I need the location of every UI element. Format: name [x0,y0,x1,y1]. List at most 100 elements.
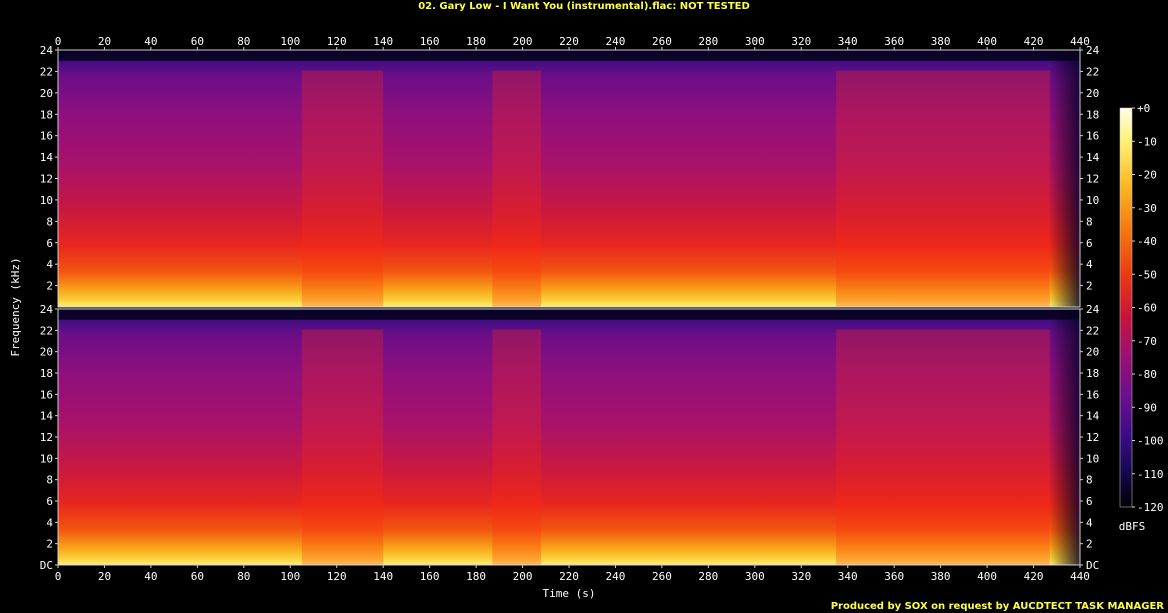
x-tick-label: 420 [1024,570,1044,583]
colorbar-tick-label: -40 [1137,235,1157,248]
x-tick-label: 420 [1024,35,1044,48]
y-tick-label: 2 [1086,280,1093,293]
y-tick-label: 10 [40,452,53,465]
y-tick-label: 12 [40,431,53,444]
x-tick-label: 220 [559,570,579,583]
colorbar-label: dBFS [1119,520,1146,533]
y-tick-label: 6 [46,237,53,250]
y-tick-label: 16 [1086,388,1099,401]
colorbar-tick-label: +0 [1137,102,1150,115]
loud-section-2-1 [301,329,384,565]
x-tick-label: 20 [98,570,111,583]
x-tick-label: 320 [791,570,811,583]
y-tick-label: 24 [40,303,54,316]
y-tick-label: DC [1086,559,1099,572]
x-tick-label: 0 [55,35,62,48]
x-tick-label: 300 [745,35,765,48]
x-tick-label: 340 [838,35,858,48]
x-tick-label: 240 [606,35,626,48]
x-tick-label: 200 [513,35,533,48]
y-tick-label: 2 [46,538,53,551]
x-tick-label: 320 [791,35,811,48]
x-tick-label: 180 [466,35,486,48]
x-tick-label: 40 [144,35,157,48]
colorbar-tick-label: -120 [1137,501,1164,514]
y-tick-label: 8 [46,215,53,228]
loud-section-1-3 [492,70,542,307]
loud-section-1-5 [836,70,1050,307]
y-tick-label: 14 [40,410,54,423]
x-tick-label: 120 [327,35,347,48]
y-tick-label: 20 [40,87,53,100]
y-tick-label: 24 [40,44,54,57]
chart-title: 02. Gary Low - I Want You (instrumental)… [418,1,750,12]
x-tick-label: 400 [977,570,997,583]
y-tick-label: 22 [1086,324,1099,337]
y-tick-label: 16 [40,388,53,401]
footer-credit: Produced by SOX on request by AUCDTECT T… [830,601,1164,612]
x-tick-label: 160 [420,35,440,48]
x-tick-label: 20 [98,35,111,48]
spectrogram-channel-2 [58,309,1080,565]
x-tick-label: 260 [652,35,672,48]
loud-section-2-3 [492,329,542,565]
y-tick-label: 18 [40,367,53,380]
y-tick-label: 12 [1086,173,1099,186]
y-tick-label: DC [40,559,53,572]
x-tick-label: 60 [191,570,204,583]
y-tick-label: 8 [1086,474,1093,487]
colorbar-tick-label: -90 [1137,401,1157,414]
loud-section-1-1 [301,70,384,307]
colorbar-tick-label: -100 [1137,435,1164,448]
x-tick-label: 380 [931,35,951,48]
y-tick-label: 16 [40,130,53,143]
y-tick-label: 20 [1086,346,1099,359]
y-axis-label: Frequency (kHz) [9,257,22,356]
colorbar-tick-label: -70 [1137,335,1157,348]
x-tick-label: 60 [191,35,204,48]
x-tick-label: 140 [373,570,393,583]
y-tick-label: 8 [46,474,53,487]
y-tick-label: 22 [40,324,53,337]
y-tick-label: 24 [1086,44,1100,57]
y-tick-label: 18 [1086,367,1099,380]
colorbar-tick-label: -10 [1137,135,1157,148]
y-tick-label: 10 [1086,452,1099,465]
y-tick-label: 14 [40,151,54,164]
x-tick-label: 360 [884,35,904,48]
y-tick-label: 4 [1086,516,1093,529]
x-tick-label: 300 [745,570,765,583]
x-tick-label: 280 [698,570,718,583]
x-tick-label: 40 [144,570,157,583]
colorbar [1119,107,1133,508]
x-tick-label: 100 [280,35,300,48]
high-cutoff-band-1 [58,50,1080,61]
y-tick-label: 18 [40,108,53,121]
y-tick-label: 14 [1086,410,1100,423]
x-tick-label: 80 [237,570,250,583]
y-tick-label: 20 [1086,87,1099,100]
y-tick-label: 16 [1086,130,1099,143]
x-tick-label: 240 [606,570,626,583]
y-tick-label: 12 [1086,431,1099,444]
x-tick-label: 260 [652,570,672,583]
x-tick-label: 340 [838,570,858,583]
fade-section-2 [1049,309,1080,565]
x-tick-label: 200 [513,570,533,583]
y-tick-label: 6 [1086,237,1093,250]
loud-section-2-5 [836,329,1050,565]
x-tick-label: 400 [977,35,997,48]
x-tick-label: 0 [55,570,62,583]
y-tick-label: 8 [1086,215,1093,228]
colorbar-tick-label: -60 [1137,302,1157,315]
x-tick-label: 360 [884,570,904,583]
colorbar-tick-label: -110 [1137,468,1164,481]
x-tick-label: 280 [698,35,718,48]
x-tick-label: 380 [931,570,951,583]
y-tick-label: 4 [46,258,53,271]
fade-section-1 [1049,50,1080,307]
y-tick-label: 2 [1086,538,1093,551]
y-tick-label: 22 [1086,65,1099,78]
y-tick-label: 20 [40,346,53,359]
